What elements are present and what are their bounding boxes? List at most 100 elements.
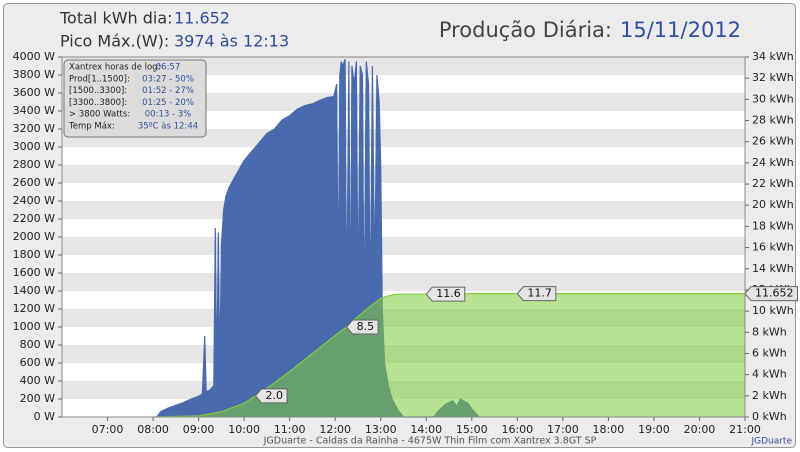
info-value: 06:57 [156,63,181,73]
y2-tick-label: 0 kWh [752,410,787,423]
grid-band [62,93,745,111]
y-tick-label: 2200 W [13,212,55,225]
y-tick-label: 1200 W [13,302,55,315]
annotation-label: 11.6 [436,287,461,300]
y-tick-label: 4000 W [13,50,55,63]
info-frame [63,59,207,138]
y2-tick-label: 34 kWh [752,50,794,63]
area-fill [153,293,746,417]
y-tick-label: 3400 W [13,104,55,117]
info-value: 01:25 - 20% [142,98,194,108]
x-tick-label: 07:00 [92,423,124,436]
y2-tick-label: 18 kWh [752,219,794,232]
y2-tick-label: 32 kWh [752,71,794,84]
plot-frame [61,56,746,418]
x-tick-label: 10:00 [228,423,260,436]
y-tick-label: 400 W [20,374,55,387]
info-label: > 3800 Watts: [69,110,130,120]
y2-tick-label: 26 kWh [752,135,794,148]
plot: 0 W 200 W 400 W 600 W 800 W 1000 W 1200 W 1400 … [13,50,798,436]
grid-band [62,237,745,255]
chart-title: Produção Diária: [439,18,612,42]
x-tick-label: 08:00 [137,423,169,436]
y2-tick-label: 30 kWh [752,92,794,105]
total-value: 11.652 [174,9,230,28]
y-tick-label: 1800 W [13,248,55,261]
info-label: [1500..3300]: [69,86,127,96]
y2-tick-label: 4 kWh [752,368,787,381]
total-label: Total kWh dia: [59,9,173,28]
info-label: Xantrex horas de log: [69,63,160,73]
y-tick-label: 200 W [20,392,55,405]
annotation: 11.652 [744,286,798,302]
y2-tick-label: 22 kWh [752,177,794,190]
annotation: 11.7 [516,286,557,302]
y-tick-label: 2800 W [13,158,55,171]
annotation-flag [254,388,288,404]
x-tick-label: 16:00 [501,423,533,436]
x-tick-label: 15:00 [456,423,488,436]
y-tick-label: 800 W [20,338,55,351]
y-tick-label: 2400 W [13,194,55,207]
annotation-label: 11.7 [527,287,552,300]
x-tick-label: 12:00 [319,423,351,436]
y2-tick-label: 16 kWh [752,241,794,254]
footer-caption: JGDuarte - Caldas da Rainha - 4675W Thin… [263,436,597,447]
x-tick-label: 20:00 [684,423,716,436]
y2-tick-label: 14 kWh [752,262,794,275]
y-tick-label: 3800 W [13,68,55,81]
y2-tick-label: 10 kWh [752,304,794,317]
x-tick-label: 14:00 [410,423,442,436]
y2-tick-label: 8 kWh [752,325,787,338]
info-label: [3300..3800]: [69,98,127,108]
grid-band [62,57,745,75]
grid-band [62,165,745,183]
y2-tick-label: 20 kWh [752,198,794,211]
y-tick-label: 600 W [20,356,55,369]
footer-credit: JGDuarte [750,437,792,447]
grid-band [62,273,745,291]
x-tick-label: 21:00 [729,423,761,436]
y-tick-label: 3200 W [13,122,55,135]
info-value: 35ºC às 12:44 [138,122,198,132]
y-tick-label: 2000 W [13,230,55,243]
area-fill [156,59,480,418]
y2-tick-label: 28 kWh [752,114,794,127]
annotation: 2.0 [254,388,288,404]
y2-tick-label: 2 kWh [752,389,787,402]
annotation: 11.6 [425,286,466,302]
annotation-flag [516,286,557,302]
info-label: Prod[1..1500]: [69,74,130,84]
annotation-flag [744,286,798,302]
x-tick-label: 11:00 [274,423,306,436]
x-tick-label: 13:00 [365,423,397,436]
y2-tick-label: 24 kWh [752,156,794,169]
info-value: 01:52 - 27% [142,86,194,96]
annotation-flag [425,286,466,302]
annotation-label: 2.0 [266,389,284,402]
info-box: Xantrex horas de log:06:57 Prod[1..1500]:… [63,59,207,138]
x-tick-label: 09:00 [183,423,215,436]
grid-band [62,201,745,219]
y2-tick-label: 6 kWh [752,346,787,359]
y-tick-label: 3600 W [13,86,55,99]
x-tick-label: 17:00 [547,423,579,436]
chart-date: 15/11/2012 [620,18,741,42]
annotation: 8.5 [345,319,379,335]
annotation-flag [345,319,379,335]
annotation-label: 8.5 [357,320,375,333]
y-tick-label: 3000 W [13,140,55,153]
y-tick-label: 2600 W [13,176,55,189]
peak-value: 3974 às 12:13 [174,32,289,51]
y-tick-label: 1400 W [13,284,55,297]
x-tick-label: 18:00 [593,423,625,436]
peak-label: Pico Máx.(W): [60,32,169,51]
grid-band [62,129,745,147]
annotation-label: 11.652 [755,287,794,300]
x-tick-label: 19:00 [638,423,670,436]
y-tick-label: 0 W [34,410,55,423]
y-tick-label: 1600 W [13,266,55,279]
info-value: 03:27 - 50% [142,74,194,84]
y-tick-label: 1000 W [13,320,55,333]
